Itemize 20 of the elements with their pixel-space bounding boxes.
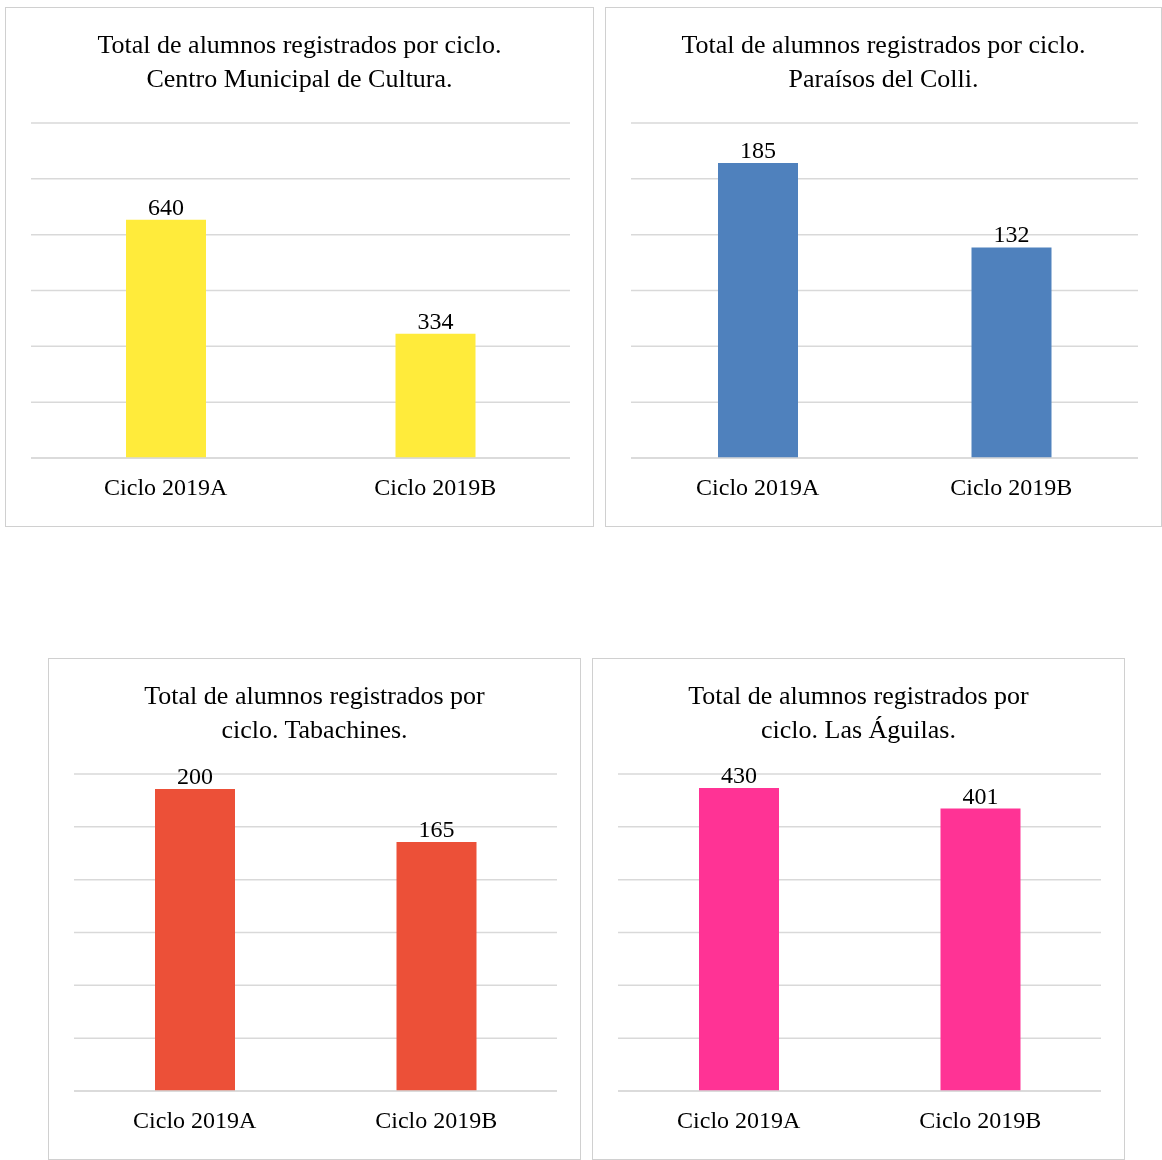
data-label: 185 [740,136,776,163]
x-tick-label: Ciclo 2019A [677,1107,802,1134]
x-tick-label: Ciclo 2019A [104,474,229,501]
chart-title: Total de alumnos registrados por ciclo. Las Águilas. [687,680,1030,746]
data-label: 334 [417,307,454,334]
data-label: 200 [177,763,213,790]
data-label: 430 [721,762,757,789]
x-tick-label: Ciclo 2019B [919,1107,1042,1134]
data-label: 165 [418,815,455,842]
x-tick-label: Ciclo 2019A [696,474,821,501]
x-tick-label: Ciclo 2019B [375,1107,498,1134]
chart-title: Total de alumnos registrados por ciclo. Tabachines. [143,680,486,746]
x-tick-label: Ciclo 2019B [950,474,1073,501]
x-tick-label: Ciclo 2019A [133,1107,258,1134]
chart-title: Total de alumnos registrados por ciclo. Paraísos del Colli. [680,29,1087,95]
chart-title: Total de alumnos registrados por ciclo. Centro Municipal de Cultura. [96,29,503,95]
x-tick-label: Ciclo 2019B [374,474,497,501]
data-label: 640 [148,193,184,220]
data-label: 132 [993,221,1030,248]
data-label: 401 [962,782,999,809]
